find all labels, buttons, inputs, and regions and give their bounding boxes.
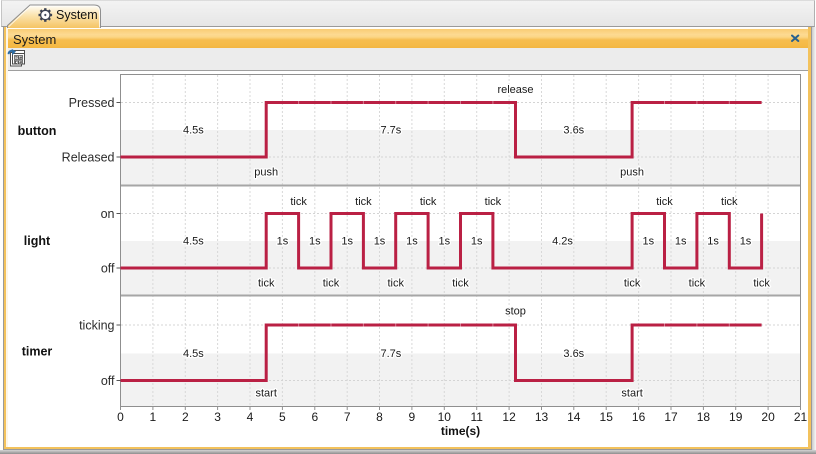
svg-text:System: System [56,8,98,22]
